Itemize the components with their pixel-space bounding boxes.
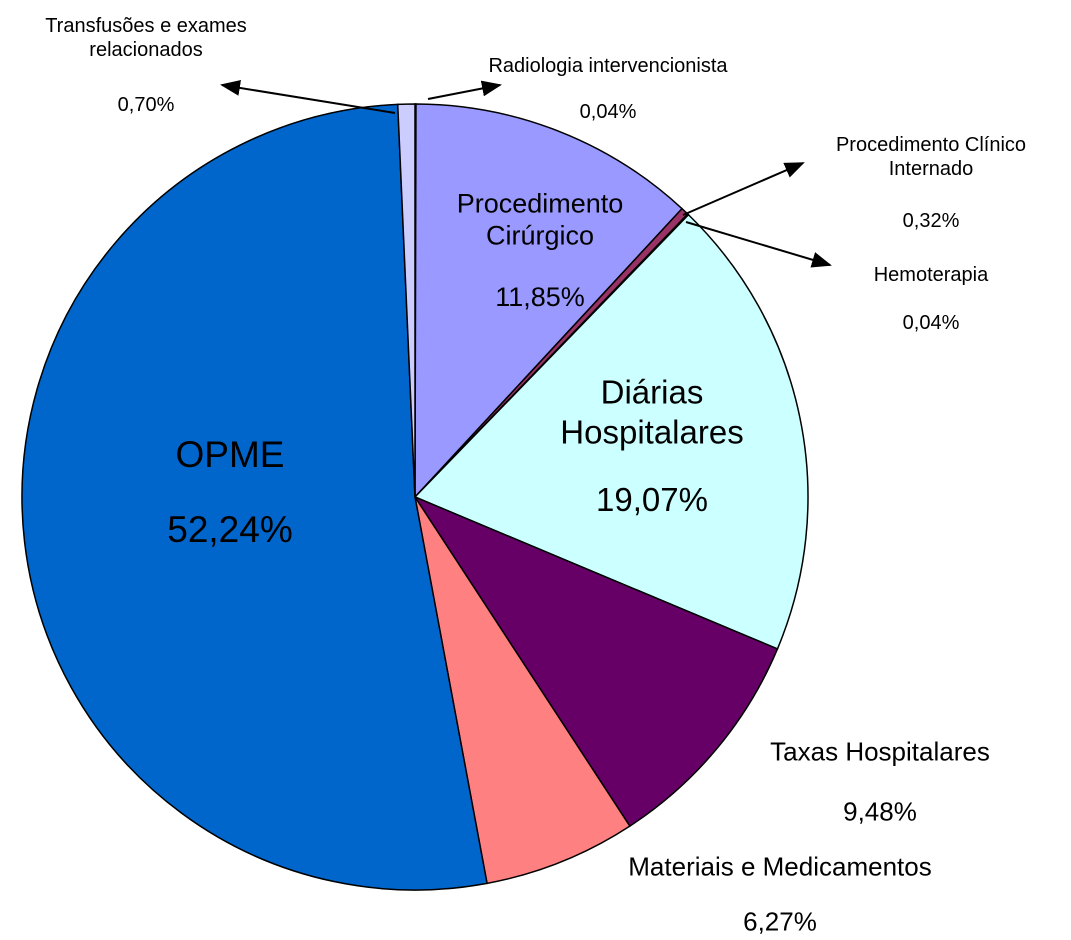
- pie-slice: [396, 103, 416, 498]
- slice-label: Transfusões e exames relacionados: [45, 15, 247, 61]
- slice-label: Procedimento Cirúrgico: [456, 188, 624, 251]
- value-label: 0,70%: [117, 94, 175, 116]
- pie-slice: [413, 495, 779, 828]
- value-label: 0,32%: [902, 210, 960, 232]
- value-label: 0,04%: [902, 312, 960, 334]
- value-label: 11,85%: [495, 281, 585, 312]
- slice-label: Taxas Hospitalares: [770, 736, 990, 767]
- value-label: 9,48%: [843, 796, 917, 827]
- slice-label: Radiologia intervencionista: [488, 55, 728, 77]
- leader-line: [685, 221, 832, 268]
- pie-slice: [414, 103, 684, 499]
- slice-label: Materiais e Medicamentos: [628, 851, 932, 882]
- value-label: 52,24%: [167, 508, 293, 550]
- slice-label: Diárias Hospitalares: [560, 373, 744, 450]
- pie-slice: [413, 213, 809, 650]
- slice-label: Procedimento Clínico Internado: [835, 134, 1027, 180]
- value-label: 0,04%: [579, 101, 637, 123]
- value-label: 6,27%: [743, 906, 817, 937]
- leader-line: [220, 79, 396, 114]
- slice-label: Hemoterapia: [873, 264, 989, 286]
- pie-slice: [21, 103, 488, 891]
- leader-lines: [220, 79, 832, 268]
- value-label: 19,07%: [596, 481, 708, 519]
- leader-line: [427, 80, 502, 100]
- pie-slice: [414, 496, 631, 885]
- slice-label: OPME: [175, 433, 285, 475]
- leader-line: [682, 162, 805, 216]
